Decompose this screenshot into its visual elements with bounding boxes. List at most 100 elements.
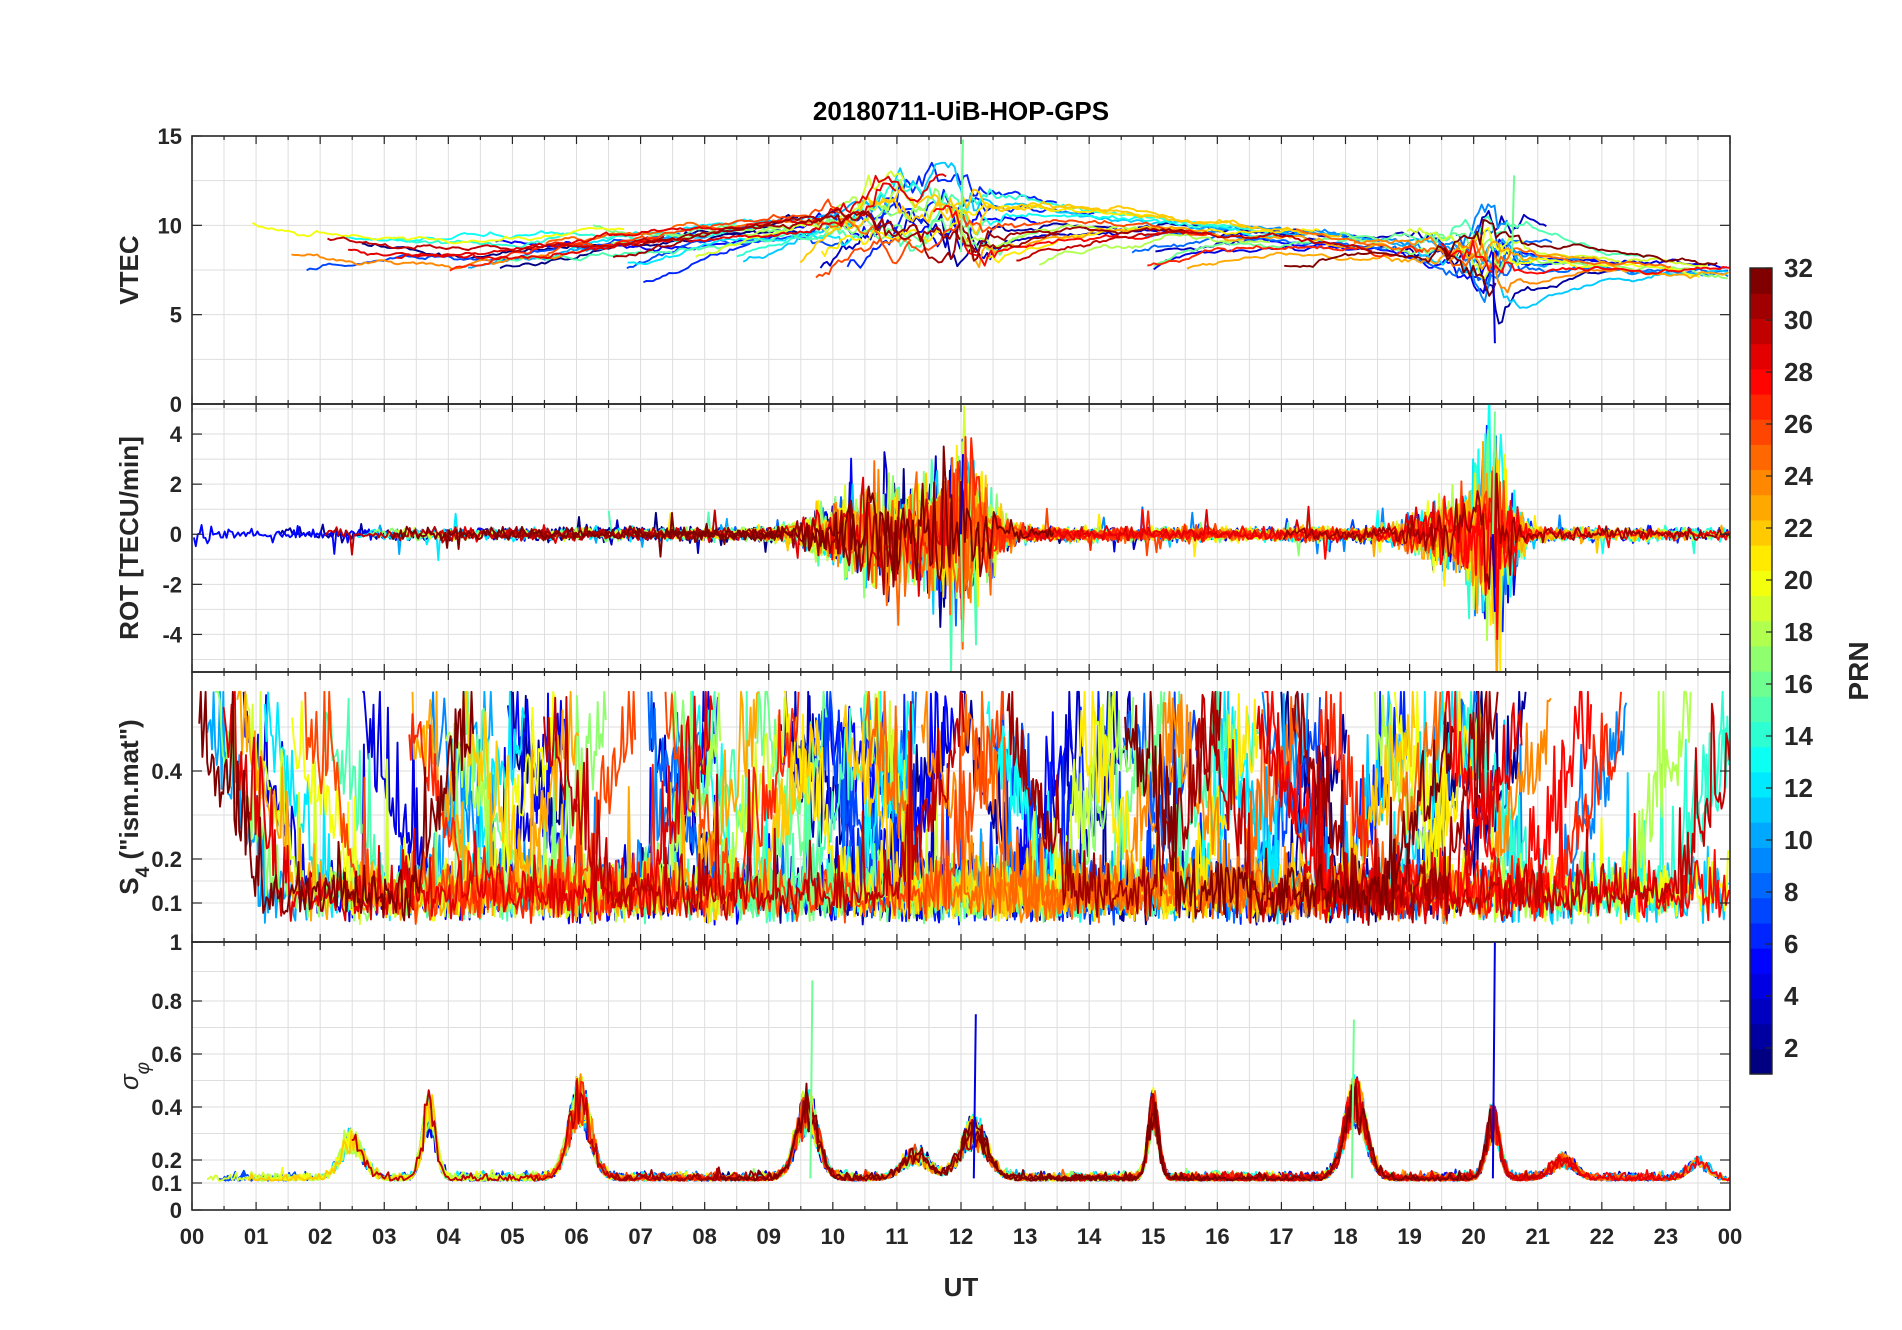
y-tick-label: 0.4 — [151, 1095, 182, 1120]
x-tick-label: 03 — [372, 1224, 396, 1249]
y-tick-label: 0.6 — [151, 1042, 182, 1067]
x-tick-label: 12 — [949, 1224, 973, 1249]
prn-series-line — [1124, 690, 1455, 926]
colorbar-segment — [1750, 721, 1772, 748]
figure-title: 20180711-UiB-HOP-GPS — [813, 96, 1109, 126]
prn-series-line — [1282, 472, 1730, 590]
x-tick-label: 18 — [1333, 1224, 1357, 1249]
colorbar-tick-label: 12 — [1784, 773, 1813, 803]
prn-series-line — [1066, 1094, 1322, 1182]
colorbar-segment — [1750, 570, 1772, 597]
prn-series-line — [543, 691, 965, 924]
colorbar-segment — [1750, 293, 1772, 319]
colorbar-segment — [1750, 1023, 1772, 1050]
prn-series-line — [799, 188, 1343, 264]
colorbar-segment — [1750, 419, 1772, 445]
y-tick-label: 2 — [170, 472, 182, 497]
y-tick-label: 0.4 — [151, 759, 182, 784]
colorbar-segment — [1750, 545, 1772, 571]
prn-series-line — [1195, 690, 1730, 924]
prn-series-line — [623, 1090, 1084, 1182]
sigma-series — [206, 942, 1730, 1182]
x-tick-label: 09 — [757, 1224, 781, 1249]
prn-series-line — [802, 1088, 1287, 1182]
prn-series-line — [1021, 1083, 1368, 1182]
prn-series-line — [351, 1079, 784, 1182]
y-tick-label: 10 — [158, 213, 182, 238]
x-tick-label: 20 — [1461, 1224, 1485, 1249]
x-tick-label: 08 — [692, 1224, 716, 1249]
prn-series-line — [1153, 245, 1366, 271]
prn-series-line — [719, 1082, 1211, 1182]
x-tick-label: 19 — [1397, 1224, 1421, 1249]
prn-series-line — [1147, 244, 1424, 267]
prn-series-line — [552, 1089, 930, 1182]
colorbar-segment — [1750, 671, 1772, 697]
event-spike — [960, 534, 964, 642]
prn-series-line — [1019, 501, 1444, 546]
y-tick-label: 15 — [158, 124, 182, 149]
prn-series-line — [820, 201, 1159, 258]
prn-series-line — [291, 246, 594, 270]
prn-series-line — [612, 210, 1059, 259]
x-tick-label: 01 — [244, 1224, 268, 1249]
prn-series-line — [198, 690, 475, 922]
rot-panel: -4 -2 0 2 4 ROT [TECU/min] — [114, 403, 1731, 673]
colorbar-segment — [1750, 343, 1772, 370]
colorbar-segment — [1750, 469, 1772, 496]
colorbar-tick-label: 30 — [1784, 305, 1813, 335]
colorbar-label: PRN — [1843, 641, 1874, 700]
x-tick-label: 00 — [1718, 1224, 1742, 1249]
event-spike — [1491, 252, 1496, 344]
prn-series-line — [1326, 404, 1730, 612]
colorbar-segment — [1750, 847, 1772, 874]
s4-series — [198, 690, 1730, 926]
colorbar-tick-label: 2 — [1784, 1033, 1798, 1063]
colorbar-segment — [1750, 746, 1772, 773]
colorbar-segment — [1750, 318, 1772, 345]
prn-series-line — [713, 1091, 1116, 1182]
prn-series-line — [1143, 459, 1688, 672]
event-spike — [972, 1014, 977, 1179]
colorbar-segment — [1750, 268, 1772, 294]
prn-series-line — [994, 1089, 1346, 1182]
s4-panel: 0.1 0.2 0.4S4 ("ism.mat") — [114, 671, 1731, 943]
x-tick-label: 17 — [1269, 1224, 1293, 1249]
prn-series-line — [1137, 1090, 1501, 1182]
vtec-series — [251, 139, 1730, 344]
x-tick-label: 05 — [500, 1224, 524, 1249]
x-tick-label: 14 — [1077, 1224, 1102, 1249]
colorbar-tick-label: 16 — [1784, 669, 1813, 699]
colorbar-tick-label: 18 — [1784, 617, 1813, 647]
colorbar-segment — [1750, 948, 1772, 974]
y-axis-label: S4 ("ism.mat") — [114, 719, 154, 894]
y-tick-label: -2 — [162, 572, 182, 597]
prn-series-line — [1242, 1080, 1680, 1182]
colorbar-tick-label: 10 — [1784, 825, 1813, 855]
y-axis-label: ROT [TECU/min] — [114, 436, 144, 640]
colorbar-tick-label: 26 — [1784, 409, 1813, 439]
event-spike — [809, 980, 814, 1179]
x-axis-ticks: 00 01 02 03 04 05 06 07 08 09 10 11 12 13 14 15 16 17 18 19… — [180, 1224, 1742, 1249]
colorbar-segment — [1750, 393, 1772, 420]
colorbar-segment — [1750, 368, 1772, 395]
rot-series — [192, 404, 1730, 672]
prn-series-line — [1327, 1087, 1730, 1182]
x-tick-label: 02 — [308, 1224, 332, 1249]
prn-series-line — [251, 221, 625, 245]
x-tick-label: 10 — [821, 1224, 845, 1249]
colorbar-segment — [1750, 595, 1772, 622]
x-tick-label: 23 — [1654, 1224, 1678, 1249]
prn-series-line — [1441, 218, 1718, 266]
x-tick-label: 13 — [1013, 1224, 1037, 1249]
prn-series-line — [390, 512, 781, 558]
colorbar-tick-label: 32 — [1784, 253, 1813, 283]
prn-series-line — [206, 1076, 585, 1182]
prn-series-line — [1156, 1078, 1686, 1182]
colorbar-segment — [1750, 796, 1772, 823]
y-tick-label: 0.2 — [151, 1148, 182, 1173]
x-tick-label: 06 — [564, 1224, 588, 1249]
colorbar-segment — [1750, 922, 1772, 949]
